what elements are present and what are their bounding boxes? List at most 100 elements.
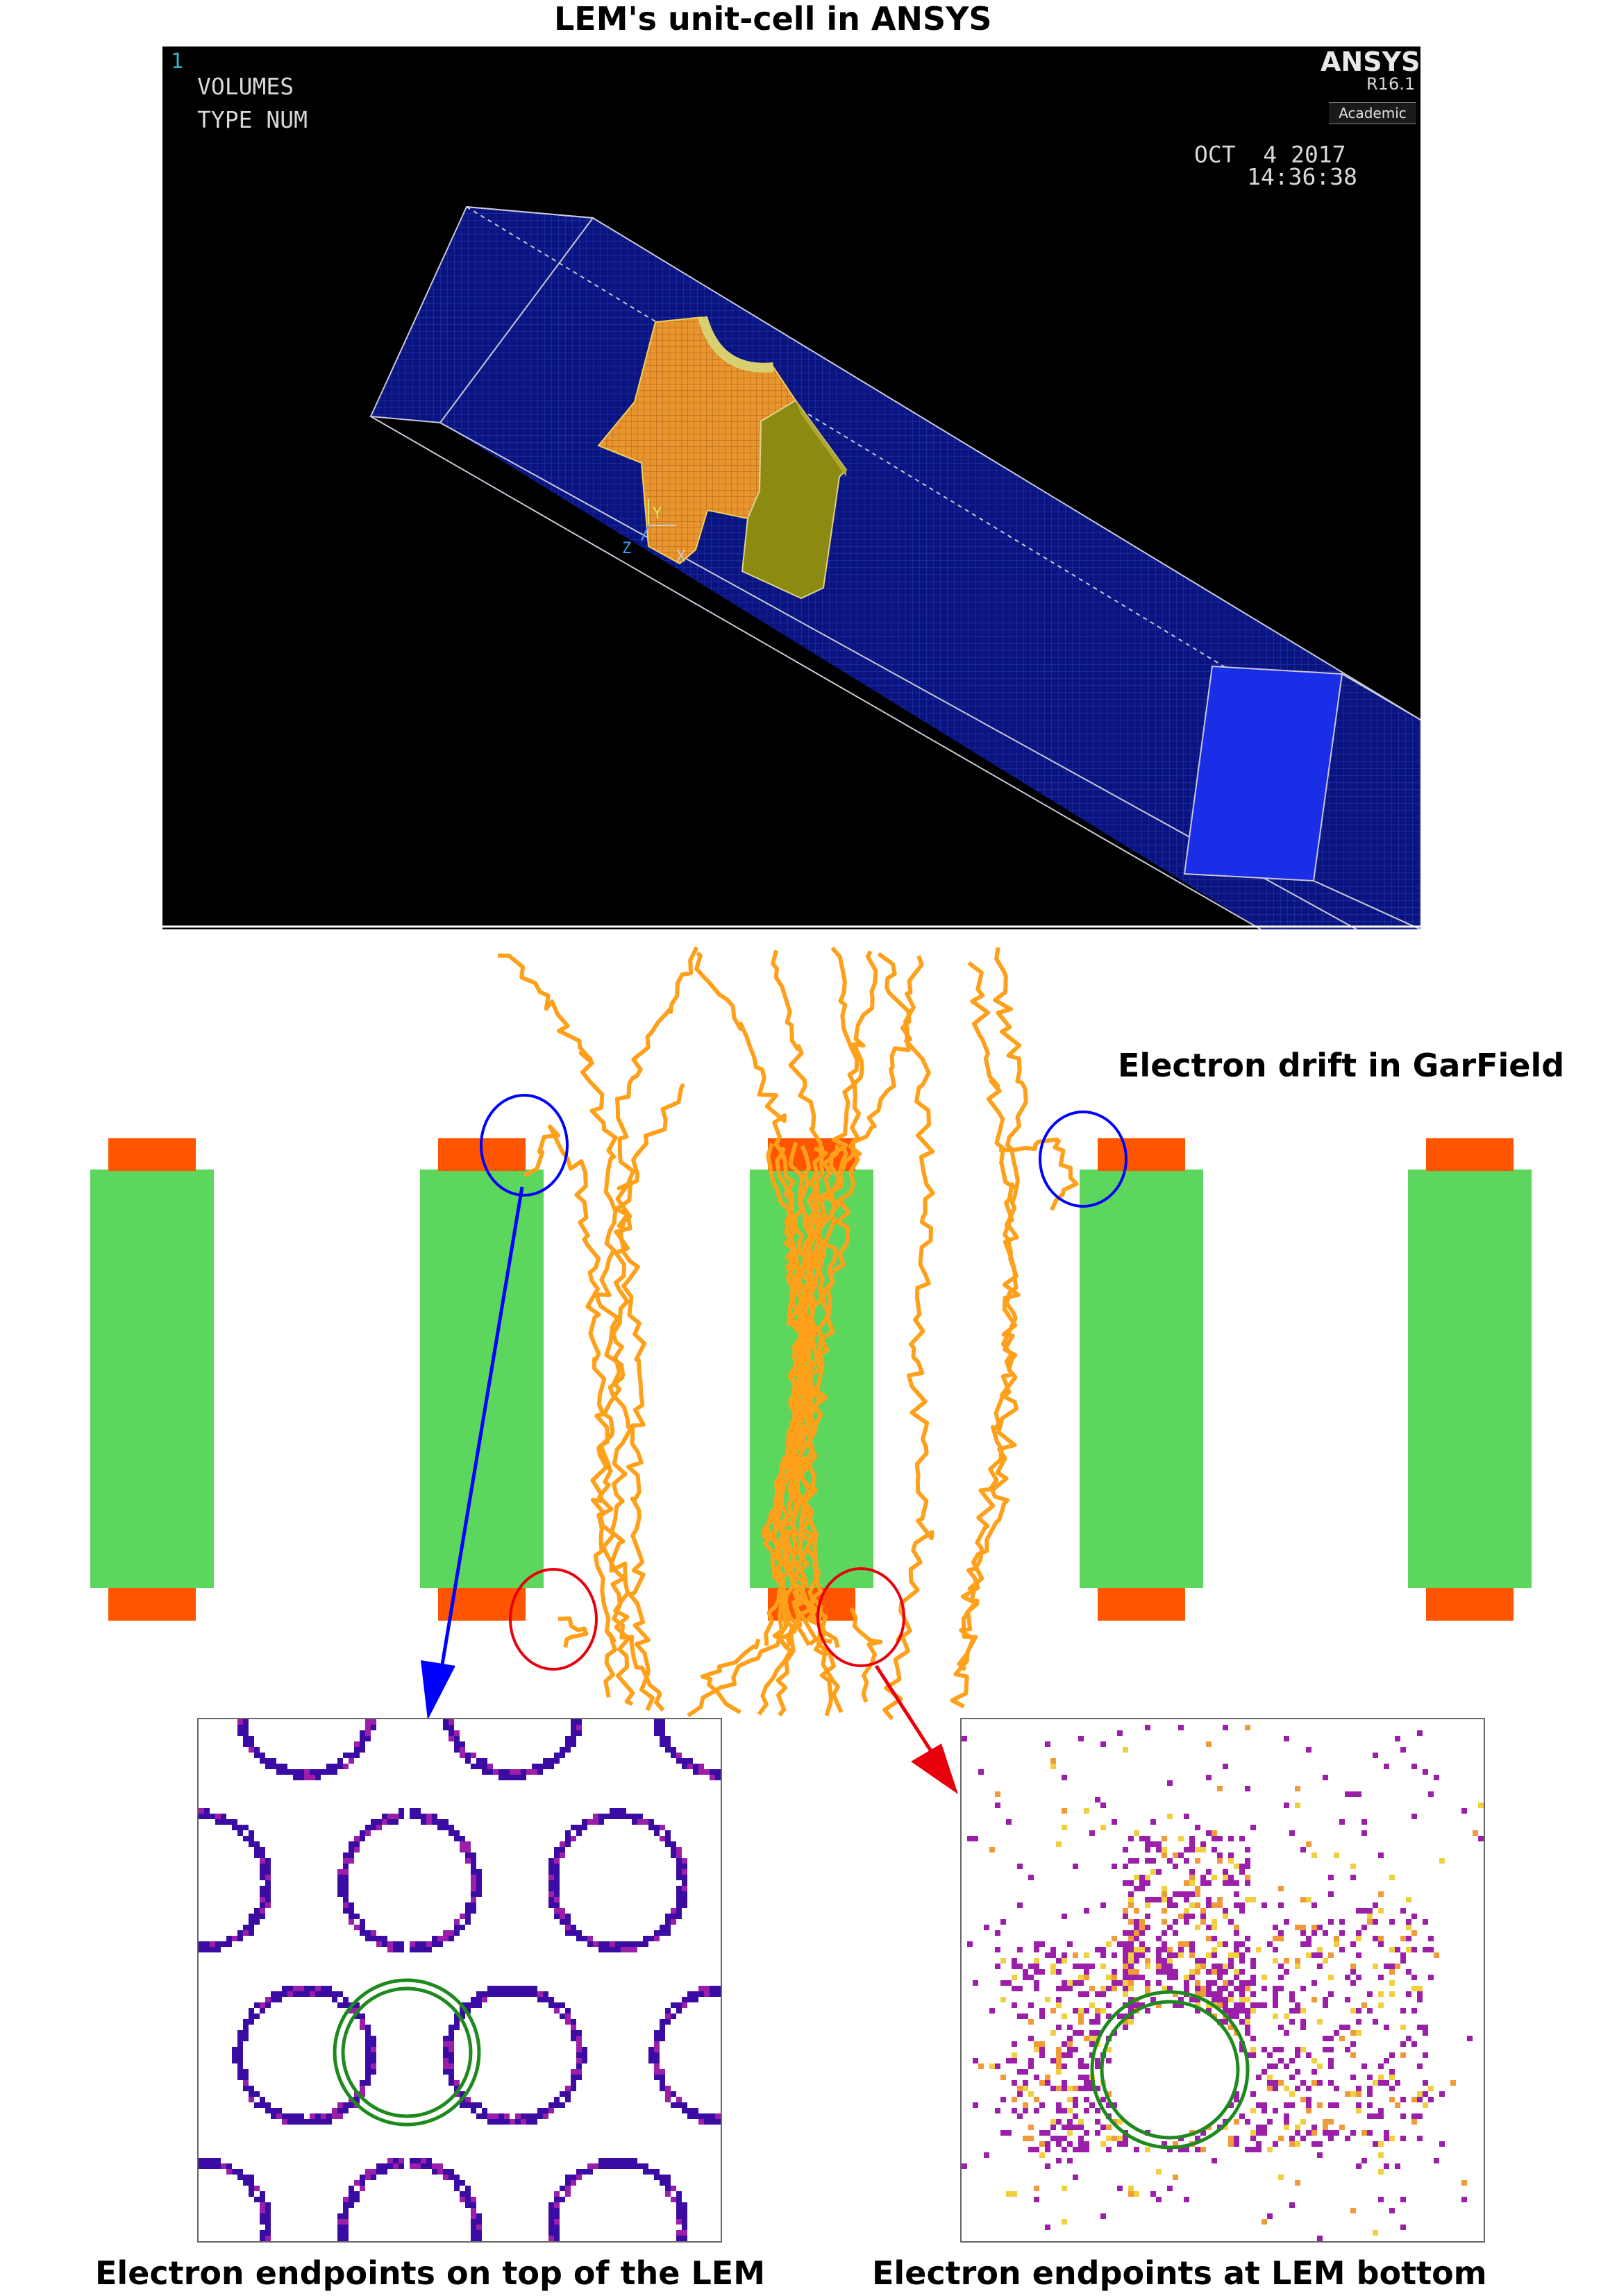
histogram-bin <box>1311 1930 1317 1936</box>
histogram-bin <box>1284 2014 1289 2019</box>
histogram-bin <box>1023 2014 1028 2019</box>
histogram-bin <box>1273 2047 1278 2052</box>
histogram-bin <box>1261 2069 1267 2075</box>
histogram-bin <box>1361 2158 1367 2163</box>
histogram-bin <box>632 2163 637 2169</box>
histogram-bin <box>243 1719 249 1725</box>
histogram-bin <box>243 2069 249 2075</box>
histogram-bin <box>1361 1908 1367 1914</box>
histogram-bin <box>237 2041 243 2047</box>
histogram-bin <box>682 2108 687 2113</box>
histogram-bin <box>1212 1902 1217 1908</box>
histogram-bin <box>243 1725 249 1730</box>
histogram-bin <box>343 1875 349 1880</box>
histogram-bin <box>1084 1991 1089 1997</box>
histogram-bin <box>1067 2097 1073 2102</box>
histogram-bin <box>1139 1925 1145 1930</box>
histogram-bin <box>1062 2014 1067 2019</box>
histogram-bin <box>476 2236 482 2241</box>
histogram-bin <box>621 2163 626 2169</box>
histogram-bin <box>1084 2086 1089 2091</box>
histogram-bin <box>1123 1930 1128 1936</box>
histogram-bin <box>326 1769 332 1775</box>
histogram-bin <box>271 1758 276 1764</box>
histogram-bin <box>1361 1925 1367 1930</box>
histogram-bin <box>571 1719 576 1725</box>
histogram-bin <box>1034 2186 1039 2191</box>
histogram-bin <box>460 2180 465 2186</box>
histogram-bin <box>465 1919 471 1925</box>
histogram-bin <box>1162 1941 1167 1947</box>
histogram-bin <box>471 2230 476 2236</box>
histogram-bin <box>415 2158 421 2163</box>
histogram-bin <box>1223 1875 1228 1880</box>
histogram-bin <box>1206 1952 1212 1958</box>
histogram-bin <box>1261 2047 1267 2052</box>
histogram-bin <box>565 2019 571 2025</box>
histogram-bin <box>454 1925 460 1930</box>
electron-track <box>877 952 935 1721</box>
histogram-bin <box>1278 1936 1284 1941</box>
histogram-bin <box>1134 1886 1139 1891</box>
histogram-bin <box>1373 2019 1378 2025</box>
histogram-bin <box>560 1852 565 1858</box>
histogram-bin <box>1128 1902 1134 1908</box>
histogram-bin <box>265 1764 271 1769</box>
histogram-bin <box>337 1869 343 1875</box>
histogram-bin <box>1328 2047 1334 2052</box>
histogram-bin <box>682 1758 687 1764</box>
histogram-bin <box>426 2158 432 2163</box>
histogram-bin <box>1423 2025 1428 2030</box>
histogram-bin <box>1373 2230 1378 2236</box>
histogram-bin <box>665 2019 671 2025</box>
histogram-bin <box>1017 1864 1023 1869</box>
histogram-bin <box>704 2119 710 2125</box>
histogram-bin <box>643 1819 648 1825</box>
histogram-bin <box>698 2113 704 2119</box>
histogram-bin <box>1012 2108 1017 2113</box>
histogram-bin <box>660 2175 665 2180</box>
histogram-bin <box>1039 1969 1045 1975</box>
histogram-bin <box>1117 2186 1123 2191</box>
histogram-bin <box>1300 2080 1306 2086</box>
histogram-bin <box>571 1925 576 1930</box>
histogram-bin <box>1156 1980 1162 1986</box>
histogram-bin <box>1123 1880 1128 1886</box>
histogram-bin <box>1323 2119 1328 2125</box>
histogram-bin <box>1356 1936 1361 1941</box>
histogram-bin <box>265 1758 271 1764</box>
histogram-bin <box>349 2186 354 2191</box>
histogram-bin <box>437 2169 443 2175</box>
histogram-bin <box>671 2102 676 2108</box>
histogram-bin <box>1067 2158 1073 2163</box>
histogram-bin <box>978 1769 984 1775</box>
histogram-bin <box>565 2180 571 2186</box>
histogram-bin <box>1173 1891 1178 1897</box>
histogram-bin <box>1200 1958 1206 1964</box>
histogram-bin <box>1056 2063 1062 2069</box>
histogram-bin <box>1417 1730 1423 1736</box>
histogram-bin <box>237 2069 243 2075</box>
histogram-bin <box>565 2008 571 2014</box>
histogram-bin <box>1428 1975 1434 1980</box>
histogram-bin <box>560 1747 565 1753</box>
histogram-bin <box>654 2047 660 2052</box>
histogram-bin <box>1417 2136 1423 2141</box>
histogram-bin <box>1378 1991 1384 1997</box>
histogram-bin <box>1423 2052 1428 2058</box>
histogram-bin <box>1173 1852 1178 1858</box>
hole-outline-inner <box>341 1986 473 2118</box>
histogram-bin <box>360 1930 365 1936</box>
histogram-bin <box>1339 1919 1345 1925</box>
histogram-bin <box>204 1808 210 1814</box>
histogram-bin <box>1400 2041 1406 2047</box>
histogram-bin <box>1239 1986 1245 1991</box>
histogram-bin <box>1134 1958 1139 1964</box>
histogram-bin <box>1173 2141 1178 2147</box>
histogram-bin <box>1028 2063 1034 2069</box>
histogram-bin <box>1373 1919 1378 1925</box>
histogram-bin <box>326 1986 332 1991</box>
histogram-bin <box>454 2086 460 2091</box>
histogram-bin <box>360 2080 365 2086</box>
histogram-bin <box>1212 1847 1217 1852</box>
